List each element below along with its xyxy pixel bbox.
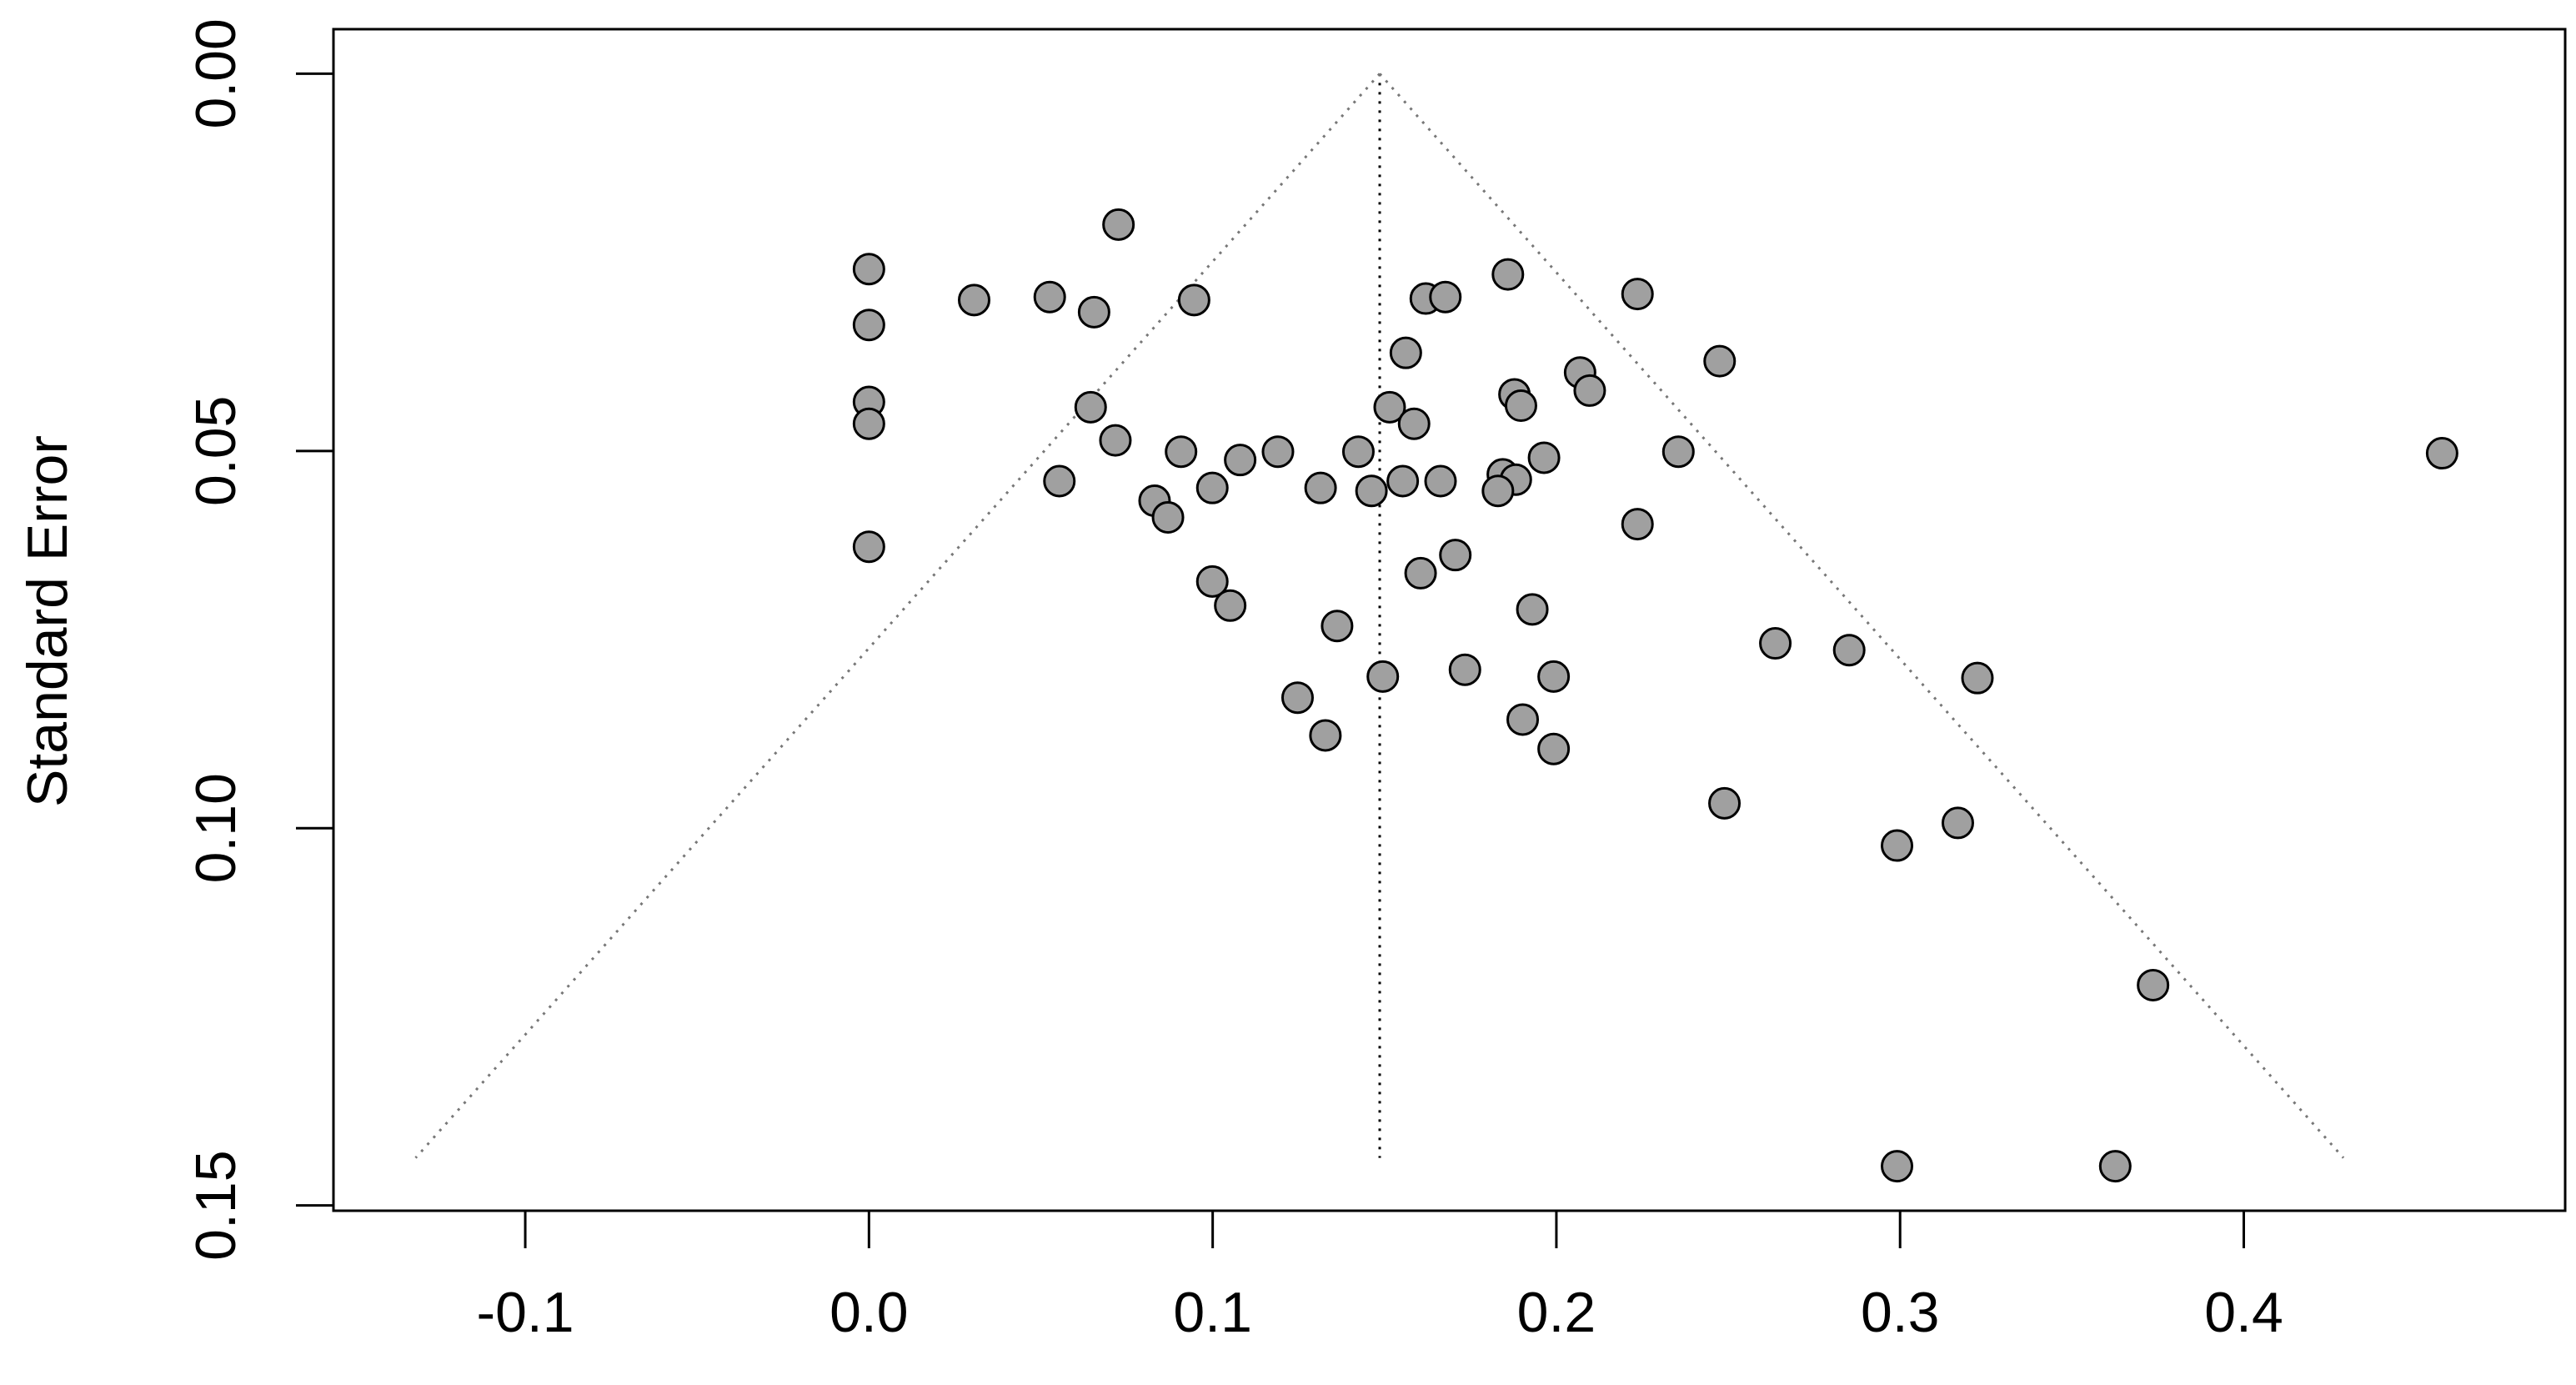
point (1373, 390, 1406, 424)
point (1304, 471, 1337, 504)
point (1621, 508, 1654, 541)
point (1366, 660, 1400, 693)
point (852, 407, 885, 440)
x-tick-label: 0.3 (1861, 1281, 1940, 1344)
point (1661, 435, 1695, 469)
point (1404, 556, 1437, 590)
point (1102, 208, 1135, 241)
point (1537, 732, 1571, 765)
point (958, 284, 991, 317)
y-tick-label: 0.15 (184, 1150, 248, 1260)
point (1074, 390, 1107, 424)
y-tick-label: 0.05 (184, 396, 248, 506)
point (1504, 389, 1537, 423)
point (1043, 464, 1076, 498)
point (1708, 786, 1742, 820)
point (1429, 280, 1462, 314)
point (1491, 258, 1525, 291)
point (2098, 1150, 2132, 1183)
x-tick-label: -0.1 (476, 1281, 574, 1344)
x-tick-label: 0.1 (1173, 1281, 1252, 1344)
point (1151, 500, 1185, 534)
point (1386, 464, 1420, 498)
point (1280, 681, 1314, 715)
point (1261, 435, 1295, 469)
point (1033, 280, 1066, 314)
point (1077, 295, 1110, 329)
x-tick-label: 0.0 (829, 1281, 909, 1344)
point (852, 530, 885, 564)
x-tick-label: 0.4 (2204, 1281, 2283, 1344)
point (1961, 661, 1994, 695)
point (1321, 610, 1354, 643)
y-tick-label: 0.10 (184, 773, 248, 883)
point (1355, 474, 1388, 508)
point (1177, 284, 1210, 317)
point (1881, 829, 1914, 862)
point (852, 309, 885, 342)
point (1389, 336, 1422, 369)
x-tick-label: 0.2 (1517, 1281, 1596, 1344)
point (852, 253, 885, 286)
plot-frame (332, 28, 2567, 1212)
point (1224, 444, 1257, 477)
y-axis-label: Standard Error (16, 435, 79, 807)
point (1448, 653, 1481, 686)
point (1573, 374, 1606, 407)
point (2425, 437, 2458, 470)
point (1759, 627, 1792, 660)
funnel-left (414, 73, 1381, 1159)
point (1621, 278, 1654, 311)
point (1832, 634, 1866, 667)
point (1527, 441, 1561, 474)
point (1309, 719, 1342, 752)
point (1537, 660, 1571, 693)
point (1099, 424, 1132, 457)
point (1881, 1150, 1914, 1183)
point (1516, 593, 1549, 626)
point (1703, 344, 1737, 378)
point (1424, 464, 1457, 498)
point (1341, 435, 1375, 469)
point (1165, 435, 1198, 469)
point (2137, 968, 2170, 1001)
point (1506, 703, 1540, 736)
point (1481, 474, 1515, 508)
y-tick-label: 0.00 (184, 18, 248, 128)
point (1195, 471, 1229, 504)
point (1941, 806, 1974, 840)
point (1397, 407, 1431, 440)
funnel-right (1378, 73, 2345, 1159)
point (1214, 589, 1247, 622)
point (1195, 565, 1229, 598)
point (1439, 539, 1472, 572)
